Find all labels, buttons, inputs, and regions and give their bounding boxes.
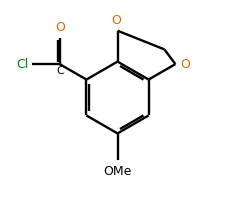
Text: Cl: Cl bbox=[17, 57, 29, 70]
Text: O: O bbox=[112, 14, 122, 27]
Text: C: C bbox=[56, 66, 64, 76]
Text: OMe: OMe bbox=[103, 164, 132, 177]
Text: O: O bbox=[180, 57, 190, 70]
Text: O: O bbox=[56, 21, 66, 34]
